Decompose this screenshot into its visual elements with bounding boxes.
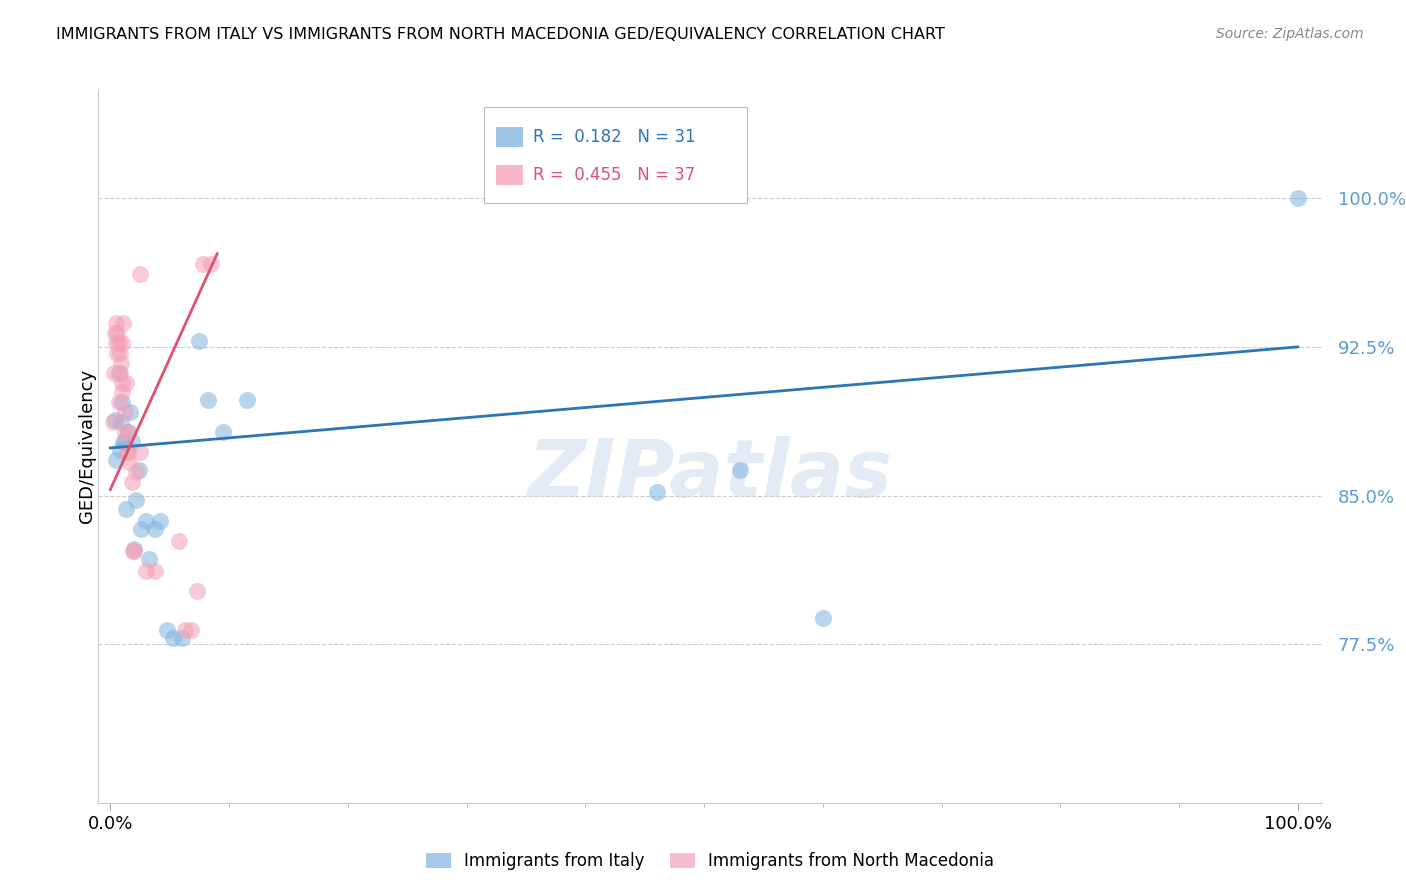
Point [167,534,190,549]
Point [156,624,179,638]
Point [121,435,143,450]
Point [129,445,152,459]
Point [135,514,157,528]
Point [128,463,150,477]
Point [186,583,208,598]
Point [108,366,131,380]
Point [104,326,127,340]
Point [111,376,134,390]
Point [112,316,135,330]
Point [114,376,136,390]
Point [129,522,152,536]
Y-axis label: GED/Equivalency: GED/Equivalency [79,369,96,523]
Point [101,415,124,429]
Point [121,544,143,558]
Point [811,611,834,625]
Point [174,624,197,638]
Point [110,415,132,429]
Point [107,335,129,350]
Point [105,335,128,350]
Point [125,492,148,507]
Point [105,453,128,467]
Point [117,425,139,439]
Text: IMMIGRANTS FROM ITALY VS IMMIGRANTS FROM NORTH MACEDONIA GED/EQUIVALENCY CORRELA: IMMIGRANTS FROM ITALY VS IMMIGRANTS FROM… [56,27,945,42]
Legend: Immigrants from Italy, Immigrants from North Macedonia: Immigrants from Italy, Immigrants from N… [419,846,1001,877]
Point [1286,191,1309,205]
Point [145,522,167,536]
Point [188,334,211,348]
Bar [496,165,523,185]
Point [170,632,193,646]
Point [107,346,129,360]
Point [115,445,138,459]
Point [107,366,129,380]
Point [121,475,143,489]
Point [135,564,157,578]
Point [145,564,167,578]
Point [236,393,259,408]
Point [110,356,132,370]
Point [117,425,139,439]
Point [197,393,219,408]
Point [645,484,668,499]
Point [162,632,184,646]
Text: ZIPatlas: ZIPatlas [527,435,893,514]
Point [122,542,145,557]
Bar [496,127,523,147]
Point [118,455,141,469]
Point [112,435,135,450]
Point [108,346,131,360]
FancyBboxPatch shape [484,107,747,203]
Point [117,445,139,459]
Point [114,405,136,419]
Text: Source: ZipAtlas.com: Source: ZipAtlas.com [1216,27,1364,41]
Point [105,316,128,330]
Point [125,465,148,479]
Point [114,435,136,450]
Point [111,335,134,350]
Point [111,385,134,400]
Point [108,442,131,457]
Point [728,463,751,477]
Point [212,425,235,439]
Text: R =  0.182   N = 31: R = 0.182 N = 31 [533,128,696,146]
Point [138,552,160,566]
Point [120,405,142,419]
Point [107,326,129,340]
Point [103,366,125,380]
Point [180,624,202,638]
Text: R =  0.455   N = 37: R = 0.455 N = 37 [533,166,695,184]
Point [104,413,127,427]
Point [191,257,214,271]
Point [149,514,172,528]
Point [107,395,129,409]
Point [111,395,134,409]
Point [200,257,222,271]
Point [129,267,152,281]
Point [122,544,145,558]
Point [114,502,136,516]
Point [114,425,136,439]
